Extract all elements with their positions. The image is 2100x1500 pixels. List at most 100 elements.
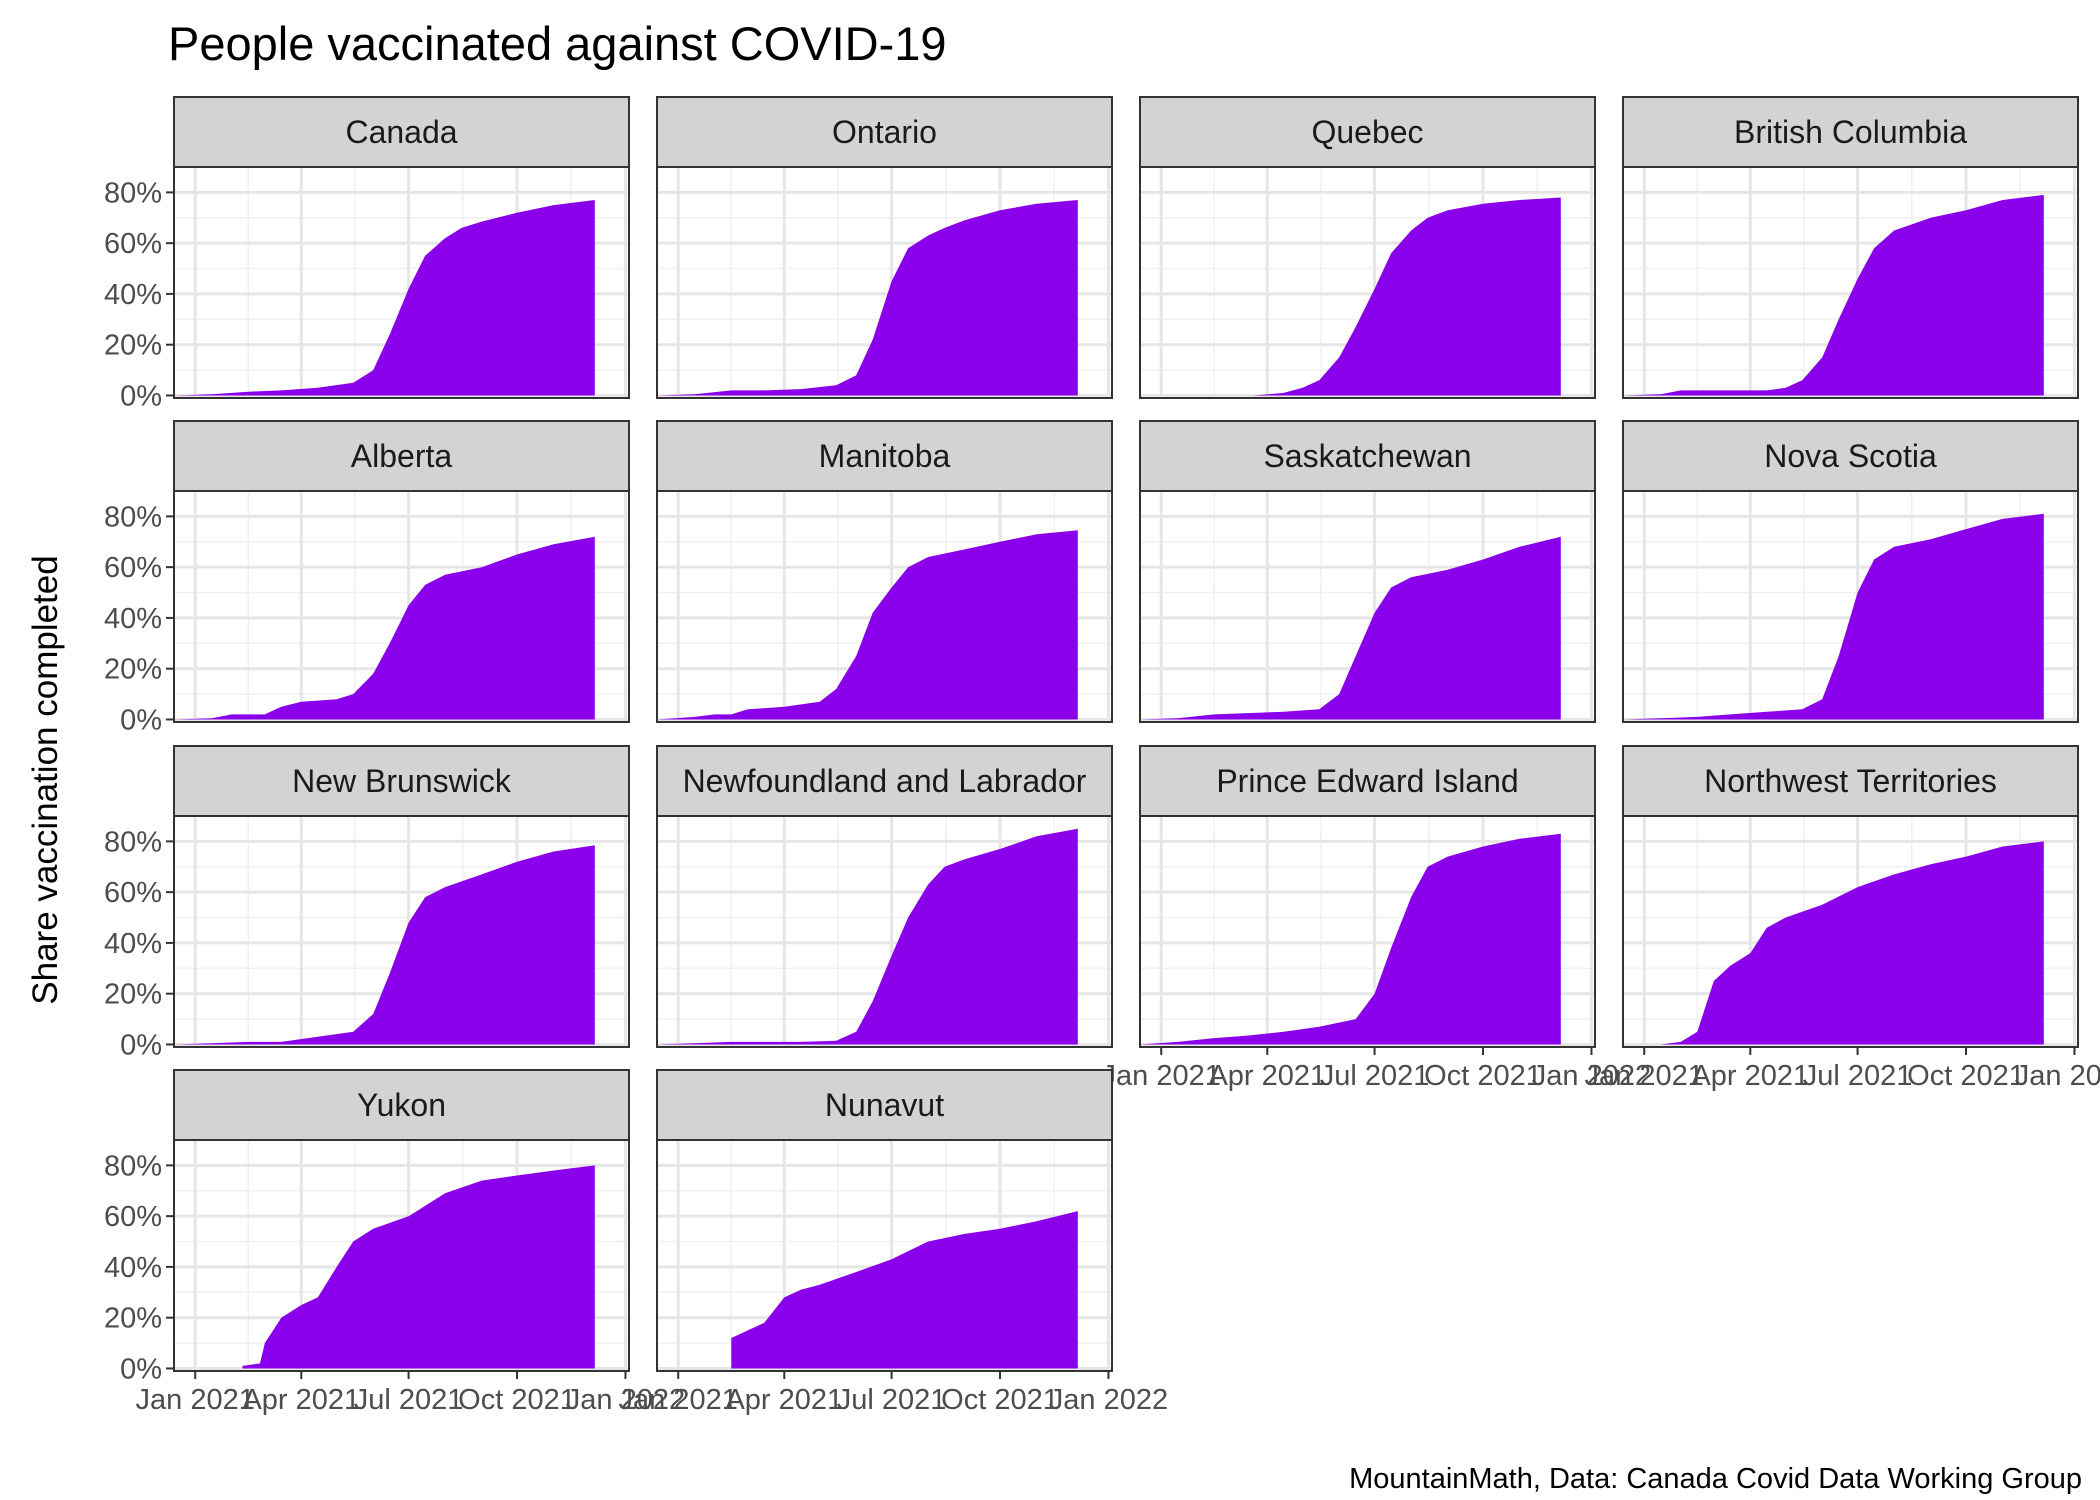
facet-strip bbox=[1139, 745, 1596, 817]
x-tick-label: Jan 2022 bbox=[1049, 1384, 1168, 1416]
y-tick-label: 80% bbox=[104, 1150, 162, 1182]
facet-label: Yukon bbox=[357, 1087, 446, 1123]
facet-strip bbox=[656, 1069, 1113, 1141]
panel-border bbox=[656, 166, 1113, 399]
panel-border bbox=[1622, 490, 2079, 723]
facet-label: Alberta bbox=[351, 438, 453, 474]
facet-label: Nunavut bbox=[825, 1087, 944, 1123]
facet-nova-scotia: Nova Scotia bbox=[1622, 420, 2079, 723]
x-tick-label: Oct 2021 bbox=[1424, 1060, 1542, 1092]
x-tick-label: Oct 2021 bbox=[941, 1384, 1059, 1416]
y-tick-label: 80% bbox=[104, 501, 162, 533]
y-tick-label: 0% bbox=[120, 1353, 162, 1385]
x-tick-label: Jan 2022 bbox=[1532, 1060, 1651, 1092]
area-canada bbox=[174, 200, 595, 396]
x-tick-label: Jul 2021 bbox=[354, 1384, 464, 1416]
area-new-brunswick bbox=[174, 845, 595, 1045]
y-tick-label: 40% bbox=[104, 928, 162, 960]
facet-label: Ontario bbox=[832, 114, 937, 150]
area-quebec bbox=[1253, 197, 1561, 396]
facet-strip bbox=[656, 420, 1113, 492]
y-tick-label: 80% bbox=[104, 826, 162, 858]
x-tick-label: Jul 2021 bbox=[837, 1384, 947, 1416]
chart-title: People vaccinated against COVID-19 bbox=[168, 17, 947, 70]
x-tick-label: Oct 2021 bbox=[458, 1384, 576, 1416]
x-tick-label: Apr 2021 bbox=[1691, 1060, 1809, 1092]
facet-panels: Canada 0% 20% 40% 60% 80% Ontario Quebec British… bbox=[104, 96, 2100, 1416]
facet-strip bbox=[1622, 745, 2079, 817]
y-tick-label: 0% bbox=[120, 704, 162, 736]
facet-label: British Columbia bbox=[1734, 114, 1967, 150]
panel-border bbox=[656, 815, 1113, 1048]
y-tick-label: 20% bbox=[104, 330, 162, 362]
x-tick-label: Apr 2021 bbox=[1208, 1060, 1326, 1092]
y-tick-label: 40% bbox=[104, 1252, 162, 1284]
y-tick-label: 60% bbox=[104, 552, 162, 584]
facet-saskatchewan: Saskatchewan bbox=[1139, 420, 1596, 723]
y-tick-label: 60% bbox=[104, 228, 162, 260]
facet-strip bbox=[173, 96, 630, 168]
x-tick-label: Oct 2021 bbox=[1907, 1060, 2025, 1092]
facet-label: Nova Scotia bbox=[1764, 438, 1937, 474]
facet-canada: Canada 0% 20% 40% 60% 80% bbox=[104, 96, 630, 412]
x-tick-label: Apr 2021 bbox=[725, 1384, 843, 1416]
area-northwest-territories bbox=[1660, 841, 2044, 1045]
area-saskatchewan bbox=[1140, 536, 1561, 720]
x-tick-label: Jan 2021 bbox=[619, 1384, 738, 1416]
facet-strip bbox=[656, 745, 1113, 817]
panel-border bbox=[656, 490, 1113, 723]
y-tick-label: 80% bbox=[104, 177, 162, 209]
y-tick-label: 40% bbox=[104, 603, 162, 635]
facet-ontario: Ontario bbox=[656, 96, 1113, 399]
facet-label: Saskatchewan bbox=[1263, 438, 1471, 474]
x-tick-label: Jan 2021 bbox=[1585, 1060, 1704, 1092]
y-tick-label: 40% bbox=[104, 279, 162, 311]
x-tick-label: Jan 2021 bbox=[1102, 1060, 1221, 1092]
facet-alberta: Alberta 0% 20% 40% 60% 80% bbox=[104, 420, 630, 736]
x-tick-label: Jul 2021 bbox=[1320, 1060, 1430, 1092]
area-british-columbia bbox=[1623, 194, 2044, 396]
x-tick-label: Jan 2022 bbox=[566, 1384, 685, 1416]
facet-strip bbox=[173, 745, 630, 817]
facet-strip bbox=[1139, 420, 1596, 492]
facet-quebec: Quebec bbox=[1139, 96, 1596, 399]
panel-border bbox=[1139, 815, 1596, 1048]
y-tick-label: 20% bbox=[104, 1303, 162, 1335]
panel-border bbox=[1139, 490, 1596, 723]
facet-new-brunswick: New Brunswick 0% 20% 40% 60% 80% bbox=[104, 745, 630, 1061]
area-yukon bbox=[242, 1165, 595, 1369]
area-nova-scotia bbox=[1623, 513, 2044, 720]
panel-border bbox=[173, 1139, 630, 1372]
area-prince-edward-island bbox=[1140, 833, 1561, 1045]
facet-manitoba: Manitoba bbox=[656, 420, 1113, 723]
y-tick-label: 20% bbox=[104, 979, 162, 1011]
facet-label: New Brunswick bbox=[292, 763, 512, 799]
facet-label: Manitoba bbox=[819, 438, 951, 474]
facet-label: Prince Edward Island bbox=[1216, 763, 1518, 799]
y-tick-label: 20% bbox=[104, 654, 162, 686]
x-tick-label: Jul 2021 bbox=[1803, 1060, 1913, 1092]
panel-border bbox=[1622, 166, 2079, 399]
x-tick-label: Jan 2022 bbox=[2015, 1060, 2100, 1092]
panel-border bbox=[1622, 815, 2079, 1048]
chart-caption: MountainMath, Data: Canada Covid Data Wo… bbox=[1349, 1463, 2082, 1495]
area-alberta bbox=[174, 536, 595, 720]
facet-strip bbox=[173, 420, 630, 492]
y-tick-label: 60% bbox=[104, 877, 162, 909]
area-ontario bbox=[657, 200, 1078, 396]
facet-strip bbox=[1622, 420, 2079, 492]
facet-label: Northwest Territories bbox=[1704, 763, 1997, 799]
panel-border bbox=[173, 490, 630, 723]
y-axis-title: Share vaccination completed bbox=[26, 555, 65, 1004]
panel-border bbox=[173, 166, 630, 399]
facet-label: Newfoundland and Labrador bbox=[683, 763, 1087, 799]
area-newfoundland-and-labrador bbox=[657, 828, 1078, 1045]
facet-british-columbia: British Columbia bbox=[1622, 96, 2079, 399]
facet-label: Quebec bbox=[1311, 114, 1423, 150]
x-tick-label: Jan 2021 bbox=[136, 1384, 255, 1416]
y-tick-label: 0% bbox=[120, 1029, 162, 1061]
